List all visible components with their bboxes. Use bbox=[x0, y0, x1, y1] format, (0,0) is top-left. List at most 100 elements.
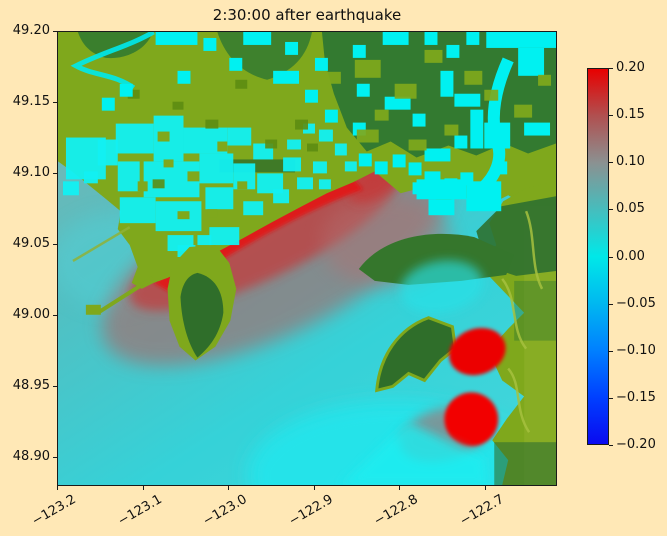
jetty-north bbox=[72, 226, 131, 263]
flood-cyan-delta bbox=[115, 123, 154, 154]
cyan-blocks-north bbox=[305, 89, 318, 103]
x-tick-mark bbox=[57, 486, 58, 490]
flood-cyan-delta bbox=[273, 189, 290, 204]
colorbar-tick-mark bbox=[609, 115, 613, 117]
x-tick-mark bbox=[228, 486, 230, 490]
colorbar-tick-label: 0.00 bbox=[616, 248, 645, 264]
olive-patches-mountains bbox=[538, 74, 552, 86]
x-tick-label: −123.0 bbox=[200, 492, 250, 530]
colorbar-tick-label: −0.15 bbox=[616, 389, 656, 405]
colorbar-tick-label: 0.05 bbox=[616, 201, 645, 217]
colorbar-tick-mark bbox=[609, 162, 613, 164]
east-upland-ridges bbox=[524, 210, 544, 290]
cyan-blocks-north bbox=[382, 32, 409, 45]
y-tick-label: 48.95 bbox=[12, 378, 50, 393]
dark-speckles-delta bbox=[127, 89, 140, 99]
map-plot bbox=[57, 31, 557, 486]
olive-patches-mountains bbox=[408, 139, 427, 151]
olive-patches-mountains bbox=[464, 70, 483, 85]
flood-cyan-delta bbox=[119, 197, 156, 224]
flood-cyan-delta bbox=[283, 157, 302, 172]
y-tick-label: 49.20 bbox=[12, 23, 50, 38]
cyan-blocks-north bbox=[384, 96, 411, 110]
colorbar bbox=[587, 68, 609, 445]
flood-cyan-delta bbox=[209, 227, 240, 246]
y-tick-mark bbox=[53, 457, 57, 458]
olive-speckles-flood bbox=[207, 209, 218, 218]
flood-cyan-delta bbox=[318, 129, 333, 142]
cyan-blocks-north bbox=[119, 83, 133, 97]
x-tick-mark bbox=[399, 486, 401, 490]
dark-speckles-delta bbox=[307, 143, 318, 152]
y-tick-label: 49.15 bbox=[12, 94, 50, 109]
east-upland-ridges bbox=[507, 367, 531, 433]
colorbar-tick-label: −0.10 bbox=[616, 342, 656, 358]
cyan-blocks-north bbox=[356, 83, 370, 97]
dark-speckles-delta bbox=[265, 139, 278, 149]
cyan-blocks-north bbox=[446, 44, 460, 58]
jetty-ferry bbox=[96, 276, 154, 315]
y-tick-mark bbox=[53, 31, 57, 32]
colorbar-tick-label: −0.05 bbox=[616, 295, 656, 311]
colorbar-tick-mark bbox=[609, 68, 613, 69]
colorbar-tick-label: 0.10 bbox=[616, 154, 645, 170]
dark-speckles-delta bbox=[205, 119, 219, 129]
y-tick-label: 49.10 bbox=[12, 165, 50, 180]
cyan-blocks-north bbox=[101, 97, 115, 111]
colorbar-gradient bbox=[588, 69, 608, 444]
cyan-blocks-north bbox=[324, 109, 338, 123]
peninsula-south-forest bbox=[375, 316, 457, 393]
olive-speckles-flood bbox=[163, 159, 174, 168]
flood-cyan-delta bbox=[197, 235, 212, 246]
olive-patches-mountains bbox=[356, 129, 379, 143]
cyan-blocks-north bbox=[424, 148, 451, 162]
flood-cyan-delta bbox=[243, 201, 264, 216]
cyan-blocks-north bbox=[440, 70, 454, 97]
flood-cyan-delta bbox=[117, 161, 140, 192]
cyan-blocks-north bbox=[424, 32, 438, 45]
y-tick-mark bbox=[53, 102, 57, 103]
cyan-blocks-north bbox=[352, 44, 366, 58]
colorbar-tick-mark bbox=[609, 209, 613, 211]
flood-cyan-delta bbox=[83, 171, 98, 184]
dark-speckles-delta bbox=[295, 119, 308, 130]
cyan-blocks-north bbox=[273, 70, 300, 84]
flood-cyan-delta bbox=[199, 153, 234, 184]
olive-speckles-flood bbox=[157, 131, 170, 142]
olive-patches-mountains bbox=[394, 83, 417, 99]
flood-cyan-delta bbox=[257, 173, 284, 194]
cyan-blocks-north bbox=[374, 161, 388, 175]
cyan-blocks-north bbox=[358, 153, 372, 167]
jetty-terminal bbox=[85, 304, 101, 315]
cyan-blocks-north bbox=[454, 135, 468, 149]
bay-red-north bbox=[449, 327, 506, 376]
cyan-blocks-north bbox=[428, 199, 455, 216]
y-tick-label: 48.90 bbox=[12, 449, 50, 464]
cyan-blocks-north bbox=[524, 122, 551, 136]
colorbar-tick-label: 0.20 bbox=[616, 60, 645, 75]
olive-speckles-flood bbox=[237, 181, 248, 190]
x-tick-label: −123.2 bbox=[29, 492, 79, 530]
colorbar-tick-label: −0.20 bbox=[616, 437, 656, 452]
sea-cyan-wedge-south bbox=[341, 422, 487, 485]
flood-cyan-delta bbox=[62, 181, 79, 196]
olive-patches-mountains bbox=[444, 124, 459, 136]
cyan-blocks-north bbox=[466, 181, 502, 212]
cyan-blocks-north bbox=[155, 32, 198, 45]
cyan-blocks-north bbox=[486, 32, 556, 48]
olive-patches-mountains bbox=[514, 104, 533, 118]
olive-speckles-flood bbox=[187, 171, 200, 182]
cyan-blocks-north bbox=[518, 47, 545, 76]
olive-patches-mountains bbox=[354, 59, 381, 78]
cyan-blocks-north bbox=[229, 57, 243, 71]
colorbar-tick-label: 0.15 bbox=[616, 107, 645, 123]
peninsula-forest-core bbox=[180, 272, 224, 358]
y-tick-mark bbox=[53, 386, 57, 387]
olive-patches-mountains bbox=[484, 89, 499, 101]
cyan-blocks-north bbox=[416, 179, 467, 200]
x-tick-mark bbox=[485, 486, 486, 490]
y-tick-mark bbox=[53, 315, 57, 316]
y-tick-mark bbox=[53, 244, 57, 245]
map-svg bbox=[58, 32, 556, 485]
